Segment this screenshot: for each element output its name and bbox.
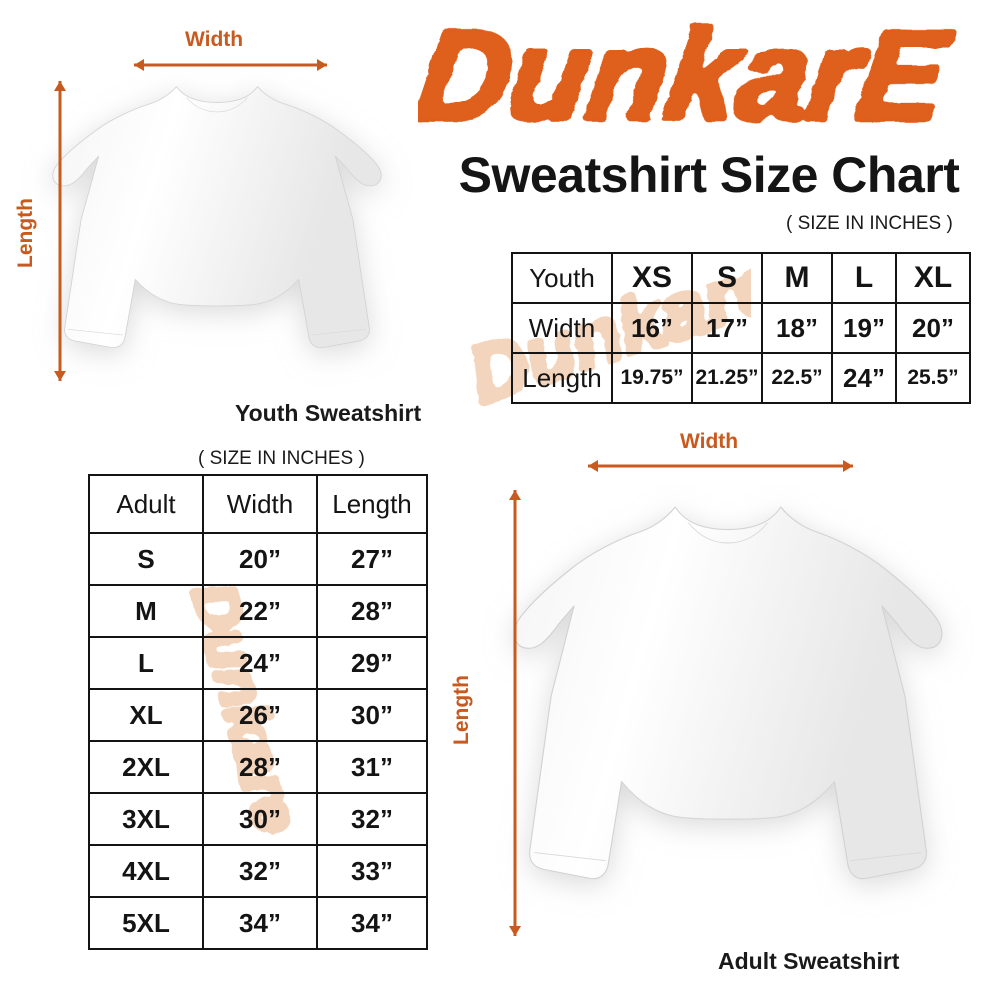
svg-text:DunkarE: DunkarE bbox=[418, 4, 957, 145]
